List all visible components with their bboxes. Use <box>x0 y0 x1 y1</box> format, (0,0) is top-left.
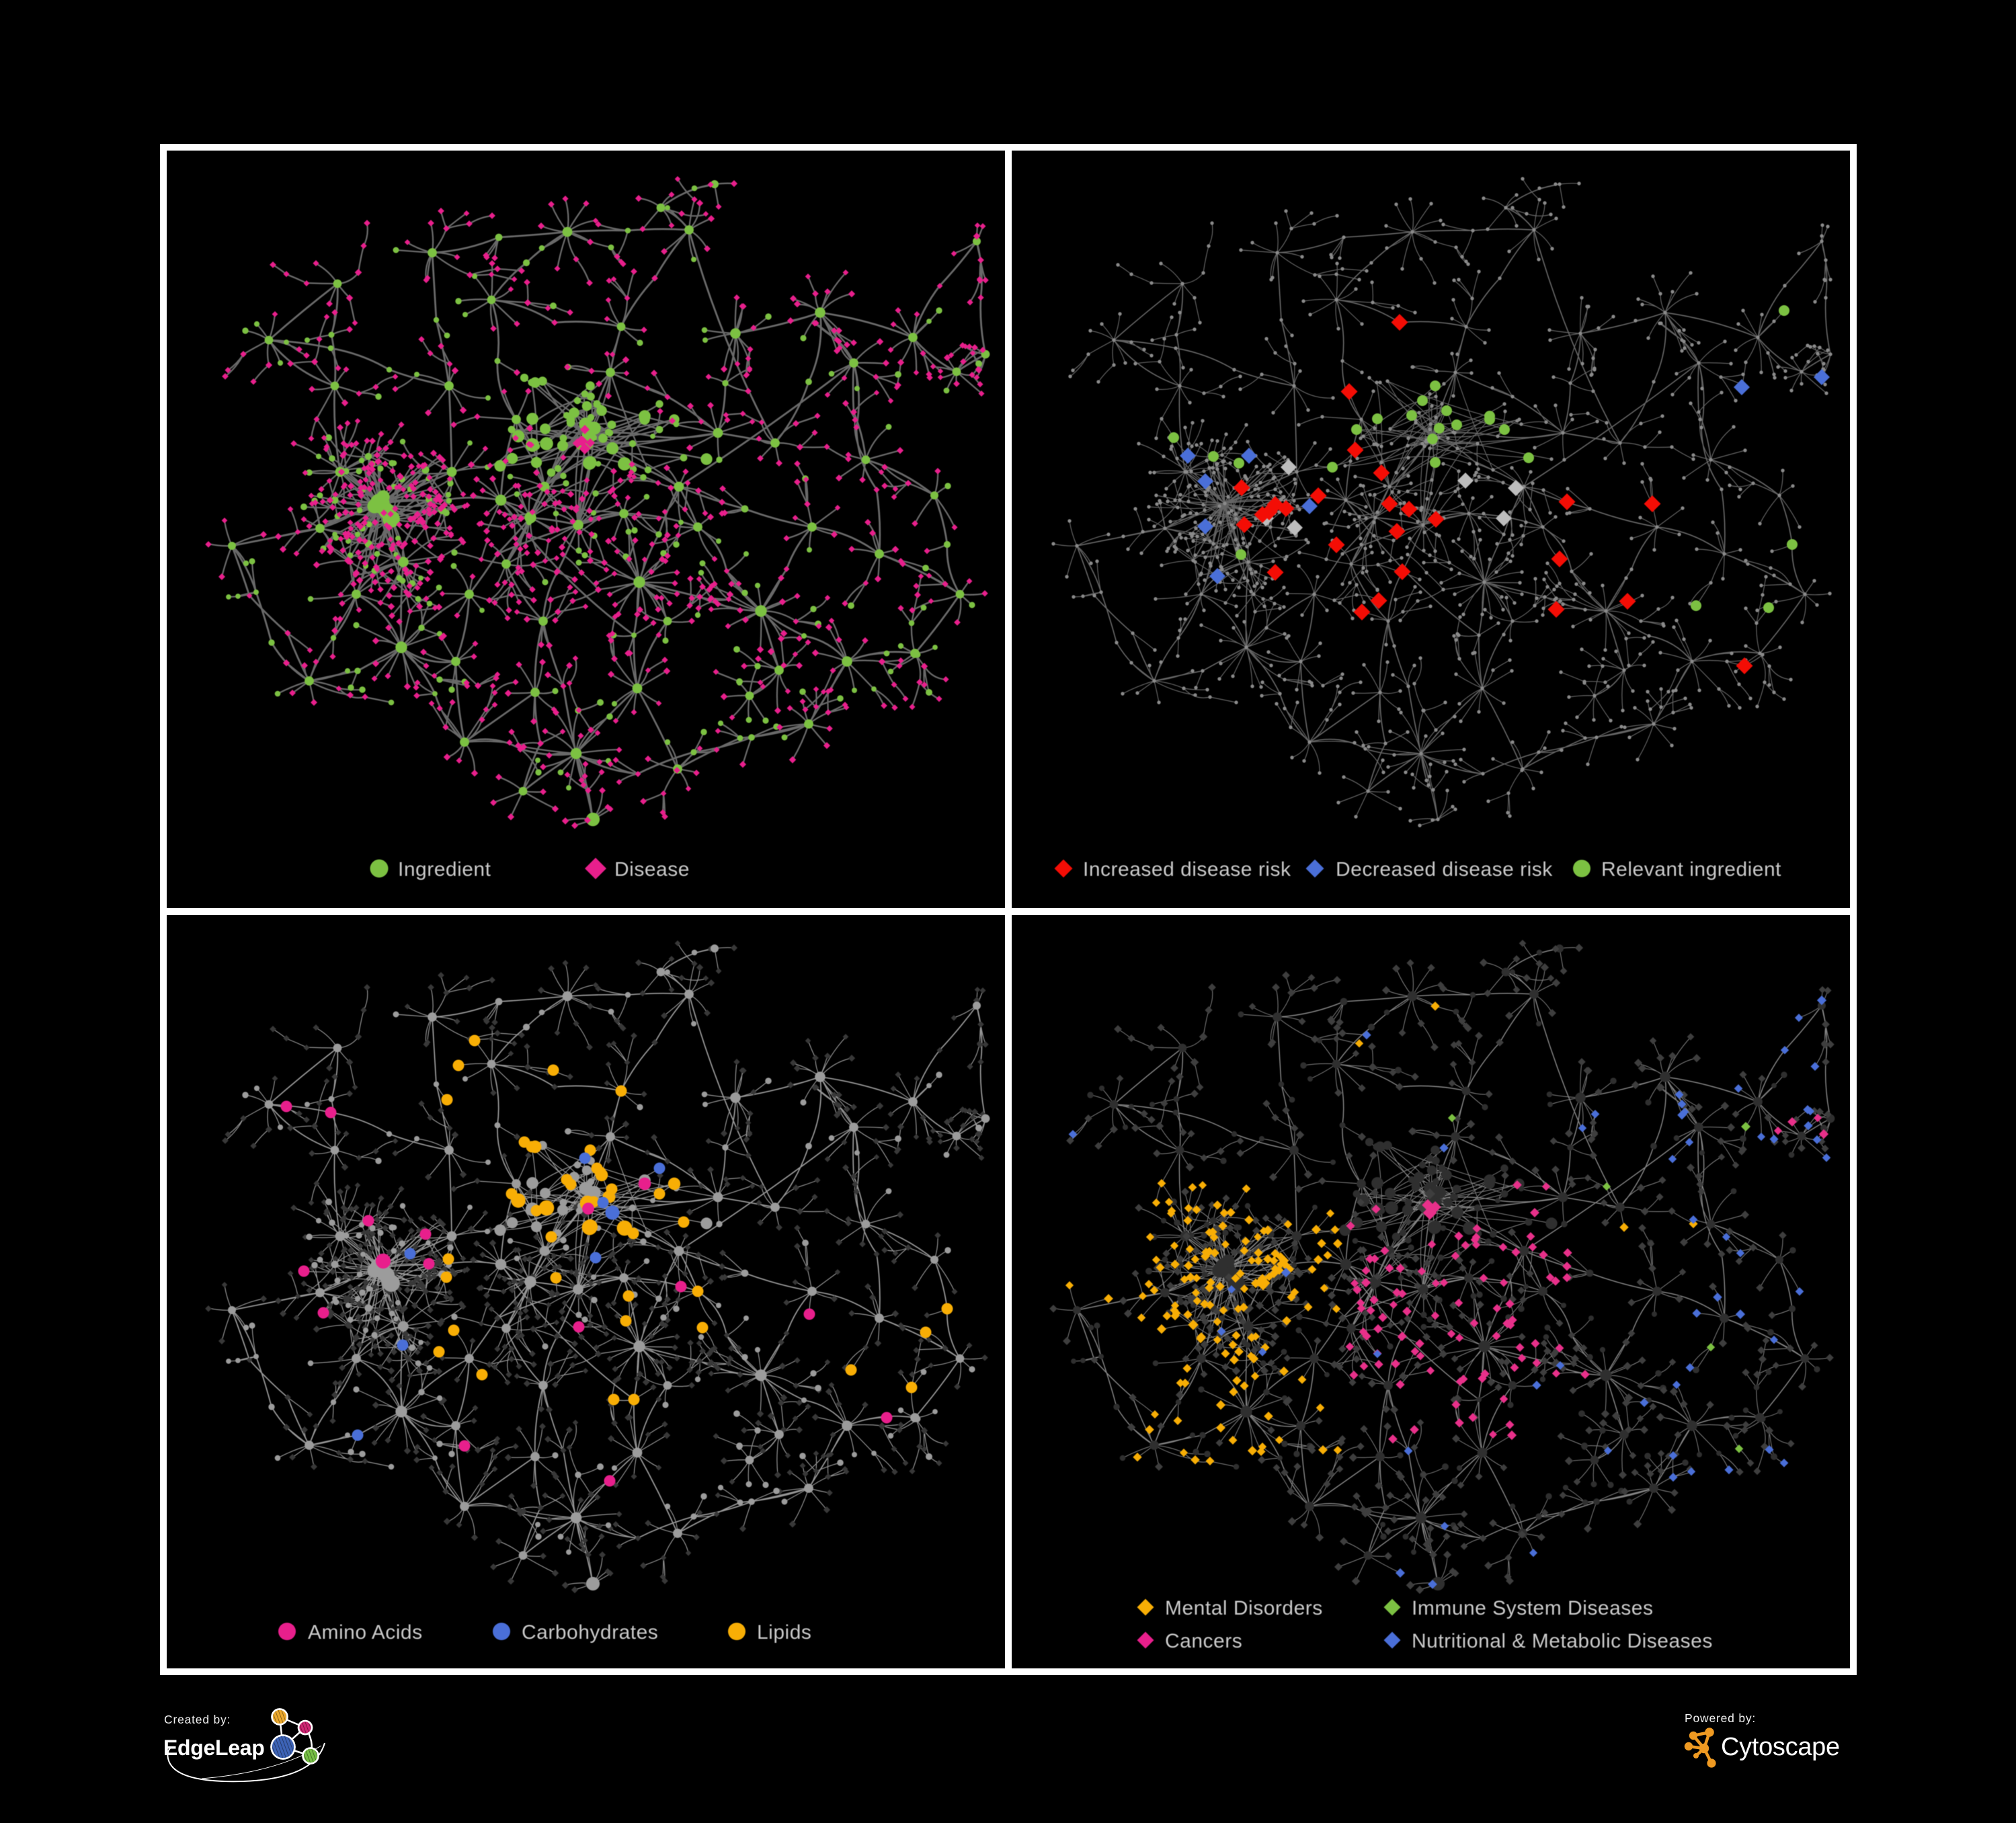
svg-text:Immune System Diseases: Immune System Diseases <box>1412 1597 1653 1619</box>
svg-text:Nutritional & Metabolic Diseas: Nutritional & Metabolic Diseases <box>1412 1630 1713 1652</box>
svg-text:Ingredient: Ingredient <box>398 858 491 881</box>
svg-text:Disease: Disease <box>614 858 690 881</box>
svg-text:EdgeLeap: EdgeLeap <box>163 1736 265 1760</box>
svg-text:Relevant ingredient: Relevant ingredient <box>1601 858 1781 881</box>
svg-text:Carbohydrates: Carbohydrates <box>522 1621 658 1644</box>
svg-text:Increased disease risk: Increased disease risk <box>1083 858 1291 881</box>
svg-text:Cancers: Cancers <box>1165 1630 1242 1652</box>
svg-text:Powered by:: Powered by: <box>1685 1711 1756 1725</box>
svg-text:Amino Acids: Amino Acids <box>308 1621 423 1644</box>
svg-text:Created by:: Created by: <box>164 1713 231 1726</box>
svg-text:Mental Disorders: Mental Disorders <box>1165 1597 1323 1619</box>
svg-text:Decreased disease risk: Decreased disease risk <box>1336 858 1553 881</box>
svg-text:Lipids: Lipids <box>757 1621 811 1644</box>
svg-text:Cytoscape: Cytoscape <box>1721 1733 1840 1761</box>
